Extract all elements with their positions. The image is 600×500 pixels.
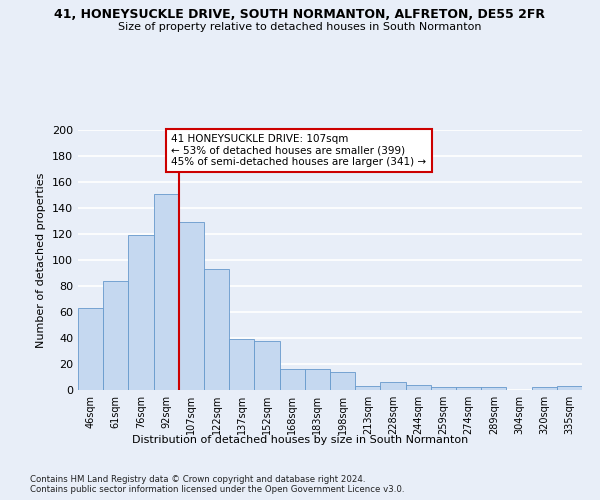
Bar [78,308,103,390]
Bar [254,340,280,390]
Bar [280,369,305,390]
Bar [154,194,179,390]
Bar [355,386,380,390]
Text: Contains public sector information licensed under the Open Government Licence v3: Contains public sector information licen… [30,485,404,494]
Bar [481,388,506,390]
Bar [406,385,431,390]
Bar [330,372,355,390]
Bar [305,369,330,390]
Bar [456,388,481,390]
Bar [557,386,582,390]
Bar [532,388,557,390]
Bar [229,340,254,390]
Y-axis label: Number of detached properties: Number of detached properties [37,172,46,348]
Text: 41 HONEYSUCKLE DRIVE: 107sqm
← 53% of detached houses are smaller (399)
45% of s: 41 HONEYSUCKLE DRIVE: 107sqm ← 53% of de… [171,134,427,167]
Text: 41, HONEYSUCKLE DRIVE, SOUTH NORMANTON, ALFRETON, DE55 2FR: 41, HONEYSUCKLE DRIVE, SOUTH NORMANTON, … [55,8,545,20]
Bar [128,236,154,390]
Bar [204,269,229,390]
Text: Size of property relative to detached houses in South Normanton: Size of property relative to detached ho… [118,22,482,32]
Bar [431,388,456,390]
Bar [103,281,128,390]
Bar [380,382,406,390]
Text: Distribution of detached houses by size in South Normanton: Distribution of detached houses by size … [132,435,468,445]
Bar [179,222,204,390]
Text: Contains HM Land Registry data © Crown copyright and database right 2024.: Contains HM Land Registry data © Crown c… [30,475,365,484]
